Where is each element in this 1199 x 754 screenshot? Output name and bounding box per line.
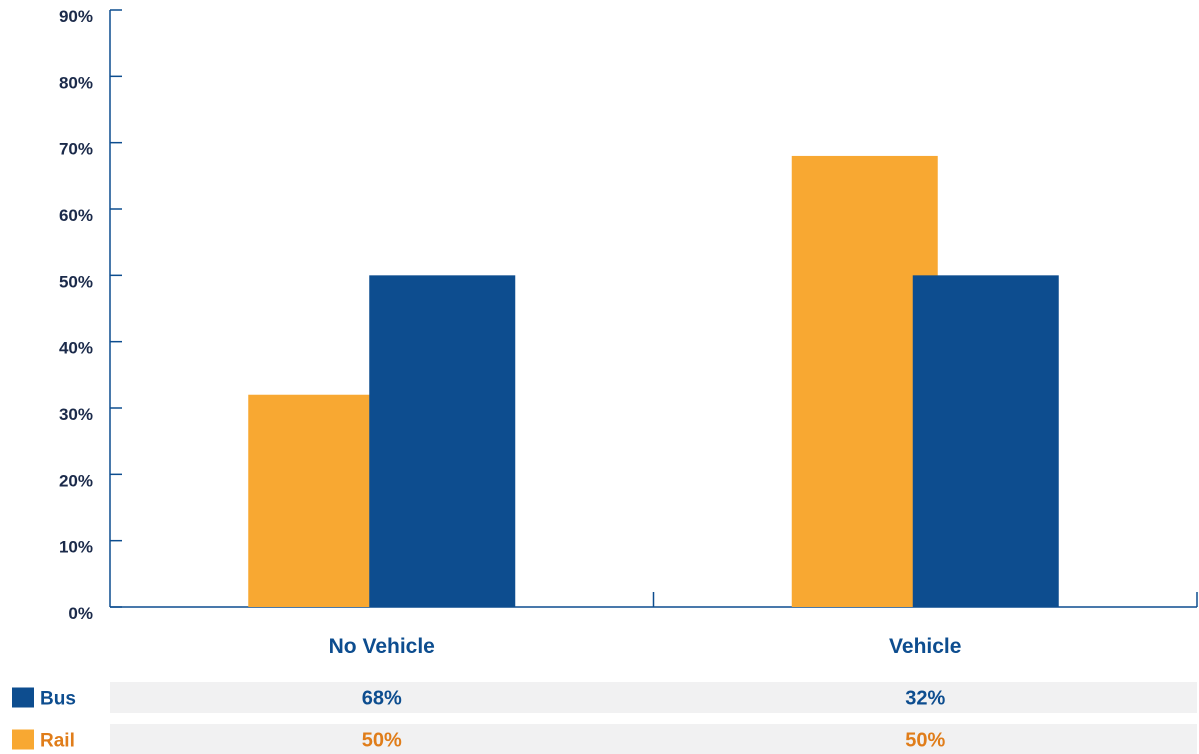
table-cell: 68% xyxy=(362,688,402,710)
table-row-band xyxy=(110,682,1197,713)
y-tick-label: 80% xyxy=(59,73,93,92)
y-tick-label: 0% xyxy=(68,604,93,623)
axis-labels: 0% 10% 20% 30% 40% 50% 60% 70% 80% 90% No Vehicle V… xyxy=(59,7,961,658)
bar-bus xyxy=(912,275,1059,607)
legend-swatch xyxy=(12,729,34,750)
y-tick-label: 30% xyxy=(59,405,93,424)
y-tick-label: 60% xyxy=(59,206,93,225)
legend-label: Rail xyxy=(40,731,75,752)
y-tick-label: 10% xyxy=(59,538,93,557)
y-tick-label: 70% xyxy=(59,140,93,159)
bar-bus xyxy=(369,275,516,607)
x-tick-label: Vehicle xyxy=(889,635,961,658)
y-tick-label: 50% xyxy=(59,272,93,291)
x-tick-label: No Vehicle xyxy=(329,635,435,658)
table-row-band xyxy=(110,724,1197,754)
table-cell: 50% xyxy=(362,730,402,752)
data-table: Bus 68% 32% Rail 50% 50% xyxy=(12,682,1197,754)
legend-swatch xyxy=(12,687,34,708)
y-tick-label: 40% xyxy=(59,339,93,358)
table-cell: 32% xyxy=(905,688,945,710)
bars xyxy=(248,155,1059,607)
legend-label: Bus xyxy=(40,689,76,710)
table-cell: 50% xyxy=(905,730,945,752)
y-tick-label: 90% xyxy=(59,7,93,26)
y-tick-label: 20% xyxy=(59,471,93,490)
